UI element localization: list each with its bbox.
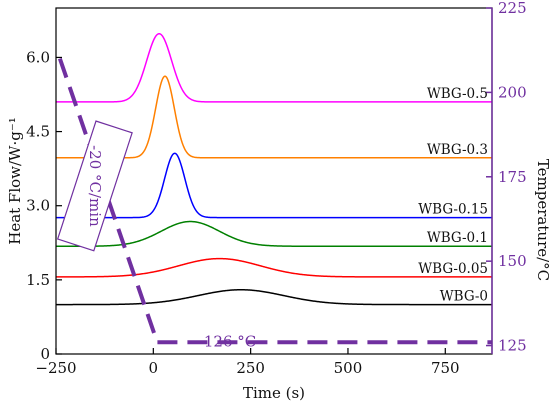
y-tick-label: 6.0 [26, 48, 50, 66]
heating-rate-box [56, 120, 133, 252]
series-line [56, 152, 492, 219]
y-tick-label: 1.5 [26, 271, 50, 289]
y-axis: 0 1.5 3.0 4.5 6.0 [26, 48, 62, 363]
y-tick-label: 3.0 [26, 197, 50, 215]
series-line [56, 220, 492, 247]
series-layer [56, 32, 492, 306]
final-temperature-label: 126 °C [204, 333, 256, 351]
temperature-axis-title: Temperature/°C [534, 159, 550, 281]
temperature-tick-label: 225 [498, 0, 527, 17]
y-tick-label: 4.5 [26, 123, 50, 141]
series-line [56, 288, 492, 306]
y-tick-label: 0 [40, 345, 50, 363]
series-label: WBG-0.05 [418, 261, 488, 277]
series-label: WBG-0.5 [427, 86, 488, 102]
heating-rate-annotation: -20 °C/min [56, 120, 133, 252]
series-line [56, 32, 492, 103]
series-line [56, 75, 492, 159]
y-axis-title: Heat Flow/W·g⁻¹ [6, 117, 24, 245]
x-tick-label: 750 [431, 359, 460, 377]
series-labels: WBG-0 WBG-0.05 WBG-0.1 WBG-0.15 WBG-0.3 WBG-0… [418, 86, 488, 305]
heating-rate-label: -20 °C/min [86, 145, 104, 227]
plot-frame [55, 7, 493, 355]
series-label: WBG-0.3 [427, 142, 488, 158]
series-label: WBG-0 [440, 289, 488, 305]
x-tick-label: 250 [236, 359, 265, 377]
series-label: WBG-0.1 [427, 230, 488, 246]
temperature-tick-label: 175 [498, 168, 527, 186]
x-axis: −250 0 250 500 750 [35, 348, 460, 377]
x-tick-label: 500 [334, 359, 363, 377]
temperature-tick-label: 125 [498, 337, 527, 355]
x-tick-label: 0 [149, 359, 159, 377]
temperature-axis: 125 150 175 200 225 [486, 0, 527, 355]
x-axis-title: Time (s) [243, 384, 305, 402]
temperature-tick-label: 150 [498, 252, 527, 270]
x-tick-label: −250 [35, 359, 76, 377]
temperature-tick-label: 200 [498, 83, 527, 101]
series-label: WBG-0.15 [418, 202, 488, 218]
series-line [56, 257, 492, 278]
